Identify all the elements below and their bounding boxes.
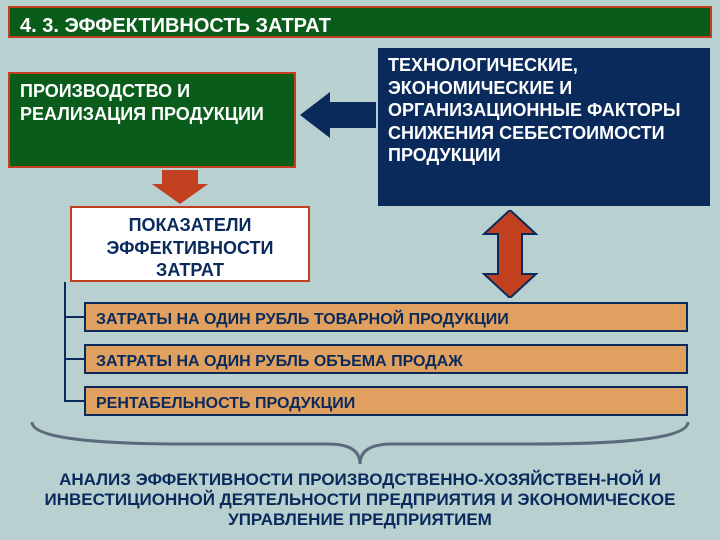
- arrow-down-icon: [152, 170, 208, 204]
- footer-text: АНАЛИЗ ЭФФЕКТИВНОСТИ ПРОИЗВОДСТВЕННО-ХОЗ…: [45, 470, 676, 529]
- item3-text: РЕНТАБЕЛЬНОСТЬ ПРОДУКЦИИ: [96, 395, 355, 412]
- item1-text: ЗАТРАТЫ НА ОДИН РУБЛЬ ТОВАРНОЙ ПРОДУКЦИИ: [96, 311, 509, 328]
- factors-text: ТЕХНОЛОГИЧЕСКИЕ, ЭКОНОМИЧЕСКИЕ И ОРГАНИЗ…: [388, 55, 681, 165]
- connector-h3: [64, 400, 84, 402]
- indicators-text: ПОКАЗАТЕЛИ ЭФФЕКТИВНОСТИ ЗАТРАТ: [107, 215, 274, 280]
- arrow-double-icon: [478, 210, 542, 298]
- item-box-1: ЗАТРАТЫ НА ОДИН РУБЛЬ ТОВАРНОЙ ПРОДУКЦИИ: [84, 302, 688, 332]
- production-box: ПРОИЗВОДСТВО И РЕАЛИЗАЦИЯ ПРОДУКЦИИ: [8, 72, 296, 168]
- connector-vertical: [64, 282, 66, 402]
- connector-h2: [64, 358, 84, 360]
- production-text: ПРОИЗВОДСТВО И РЕАЛИЗАЦИЯ ПРОДУКЦИИ: [20, 81, 264, 124]
- indicators-box: ПОКАЗАТЕЛИ ЭФФЕКТИВНОСТИ ЗАТРАТ: [70, 206, 310, 282]
- footer-text-block: АНАЛИЗ ЭФФЕКТИВНОСТИ ПРОИЗВОДСТВЕННО-ХОЗ…: [22, 470, 698, 530]
- item-box-2: ЗАТРАТЫ НА ОДИН РУБЛЬ ОБЪЕМА ПРОДАЖ: [84, 344, 688, 374]
- factors-box: ТЕХНОЛОГИЧЕСКИЕ, ЭКОНОМИЧЕСКИЕ И ОРГАНИЗ…: [378, 48, 710, 206]
- connector-h1: [64, 316, 84, 318]
- item2-text: ЗАТРАТЫ НА ОДИН РУБЛЬ ОБЪЕМА ПРОДАЖ: [96, 353, 463, 370]
- arrow-left-icon: [300, 92, 376, 138]
- brace-icon: [28, 418, 692, 473]
- item-box-3: РЕНТАБЕЛЬНОСТЬ ПРОДУКЦИИ: [84, 386, 688, 416]
- title-text: 4. 3. ЭФФЕКТИВНОСТЬ ЗАТРАТ: [20, 15, 331, 37]
- title-bar: 4. 3. ЭФФЕКТИВНОСТЬ ЗАТРАТ: [8, 6, 712, 38]
